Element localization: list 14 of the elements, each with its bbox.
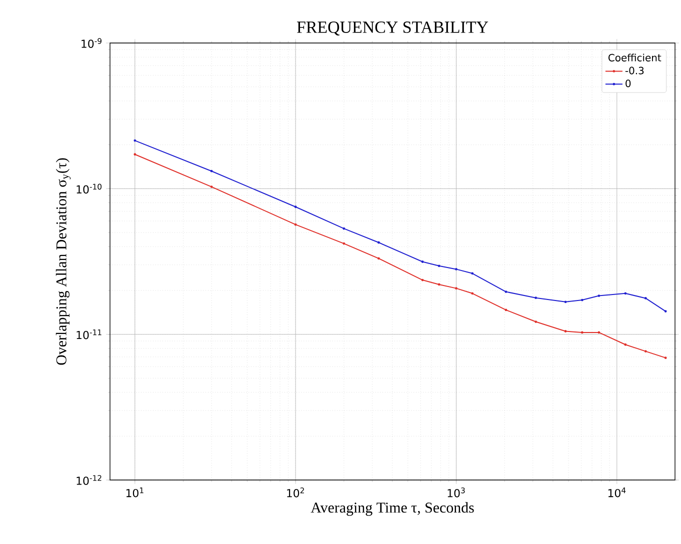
x-tick-label: 10$^{1}$ (126, 488, 144, 498)
y-tick-label: 10$^{-12}$ (76, 475, 102, 485)
x-tick-label: 10$^{3}$ (448, 488, 465, 498)
x-axis-title: Averaging Time τ, Seconds (310, 502, 474, 516)
x-tick-label: 10$^{2}$ (287, 488, 304, 498)
legend-label: 0 (626, 80, 631, 88)
legend-label: -0.3 (625, 66, 644, 74)
y-tick-label: 10$^{-9}$ (82, 38, 102, 48)
y-tick-label: 10$^{-10}$ (76, 184, 102, 194)
y-tick-label: 10$^{-11}$ (76, 329, 102, 340)
x-tick-label: 10$^{4}$ (608, 488, 626, 498)
chart-title: FREQUENCY STABILITY (296, 22, 488, 36)
y-axis-title: Overlapping Allan Deviation σ$_{y}$(τ) (56, 158, 71, 365)
legend-title: Coefficient (608, 54, 662, 62)
